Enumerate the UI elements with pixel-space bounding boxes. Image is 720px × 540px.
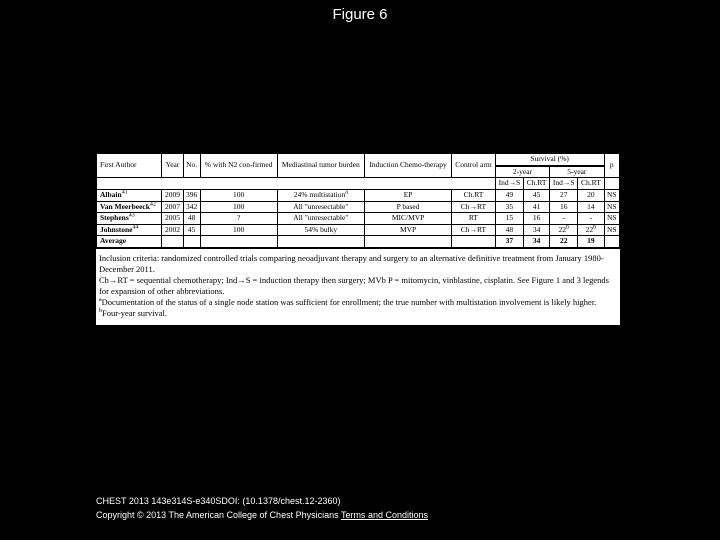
col-5y-ind: Ind→S	[550, 178, 578, 190]
col-first-author: First Author	[97, 153, 162, 178]
col-5year: 5-year	[550, 166, 604, 178]
inclusion-notes: Inclusion criteria: randomized controlle…	[96, 249, 620, 325]
col-pct-n2: % with N2 con-firmed	[200, 153, 277, 178]
avg-label: Average	[97, 236, 162, 248]
avg-2y-chrt: 34	[524, 236, 550, 248]
note-line-3b: bFour-year survival.	[99, 308, 617, 319]
citation-line-2: Copyright © 2013 The American College of…	[96, 509, 428, 523]
figure-title: Figure 6	[0, 6, 720, 23]
col-2year: 2-year	[495, 166, 549, 178]
avg-5y-chrt: 19	[578, 236, 604, 248]
col-year: Year	[162, 153, 183, 178]
col-p: p	[604, 153, 620, 178]
avg-2y-ind: 37	[495, 236, 523, 248]
avg-5y-ind: 22	[550, 236, 578, 248]
col-induction: Induction Chemo-therapy	[365, 153, 452, 178]
table-row: Johnstone4420024510054% bulkyMVPCh→RT483…	[97, 224, 620, 236]
note-line-3a: aDocumentation of the status of a single…	[99, 297, 617, 308]
citation-block: CHEST 2013 143e314S-e340SDOI: (10.1378/c…	[96, 495, 428, 522]
note-line-2: Ch→RT = sequential chemotherapy; Ind→S =…	[99, 275, 617, 297]
col-control: Control arm	[452, 153, 496, 178]
table-row: Stephens43200548?All "unresectable"MIC/M…	[97, 213, 620, 225]
table-row: Van Meerbeeck422007342100All "unresectab…	[97, 201, 620, 213]
col-2y-chrt: Ch.RT	[524, 178, 550, 190]
col-mediastinal: Mediastinal tumor burden	[277, 153, 365, 178]
figure-content: First Author Year No. % with N2 con-firm…	[96, 152, 620, 325]
col-survival: Survival (%)	[495, 153, 604, 166]
citation-line-1: CHEST 2013 143e314S-e340SDOI: (10.1378/c…	[96, 495, 428, 509]
col-5y-chrt: Ch.RT	[578, 178, 604, 190]
table-header-row-3: Ind→S Ch.RT Ind→S Ch.RT	[97, 178, 620, 190]
col-no: No.	[183, 153, 200, 178]
average-row: Average 37 34 22 19	[97, 236, 620, 248]
data-table: First Author Year No. % with N2 con-firm…	[96, 152, 620, 249]
note-line-1: Inclusion criteria: randomized controlle…	[99, 253, 617, 275]
table-header-row-1: First Author Year No. % with N2 con-firm…	[97, 153, 620, 166]
terms-link[interactable]: Terms and Conditions	[341, 510, 428, 520]
col-2y-ind: Ind→S	[495, 178, 523, 190]
table-row: Albain41200939610024% multistationaEPCh.…	[97, 189, 620, 201]
